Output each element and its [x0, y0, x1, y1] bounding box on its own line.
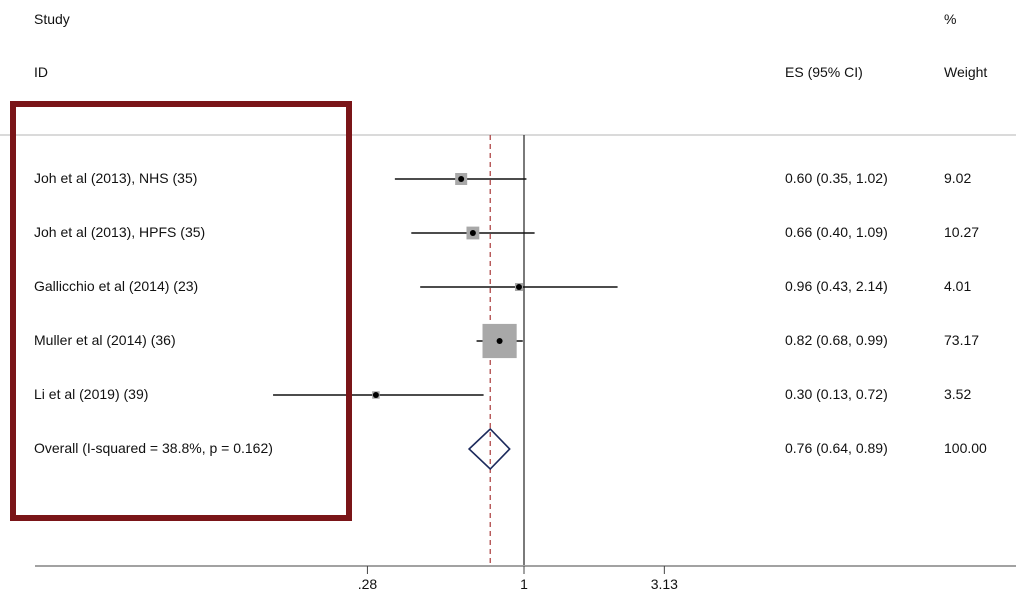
x-tick-label: 3.13 [651, 576, 678, 592]
study-weight: 10.27 [944, 224, 980, 240]
header-percent: % [944, 11, 957, 27]
effect-size-ci: 0.96 (0.43, 2.14) [785, 278, 888, 294]
header-weight: Weight [944, 64, 988, 80]
study-weight: 9.02 [944, 170, 972, 186]
effect-size-ci: 0.60 (0.35, 1.02) [785, 170, 888, 186]
overall-effect-size-ci: 0.76 (0.64, 0.89) [785, 440, 888, 456]
header-id: ID [34, 64, 48, 80]
effect-size-ci: 0.30 (0.13, 0.72) [785, 386, 888, 402]
header-study: Study [34, 11, 70, 27]
overall-weight: 100.00 [944, 440, 987, 456]
study-weight: 73.17 [944, 332, 980, 348]
overall-diamond [467, 427, 511, 471]
highlight-box [10, 101, 352, 521]
effect-size-ci: 0.66 (0.40, 1.09) [785, 224, 888, 240]
point-estimate [372, 392, 379, 398]
header-es-ci: ES (95% CI) [785, 64, 863, 80]
study-weight: 3.52 [944, 386, 972, 402]
study-label: Joh et al (2013), HPFS (35) [34, 224, 206, 240]
study-label: Gallicchio et al (2014) (23) [34, 278, 199, 294]
effect-size-ci: 0.82 (0.68, 0.99) [785, 332, 888, 348]
point-estimate [458, 176, 465, 182]
point-estimate [515, 284, 522, 290]
study-label: Muller et al (2014) (36) [34, 332, 176, 348]
overall-label: Overall (I-squared = 38.8%, p = 0.162) [34, 440, 273, 456]
x-tick-label: 1 [520, 576, 528, 592]
study-label: Li et al (2019) (39) [34, 386, 149, 402]
study-label: Joh et al (2013), NHS (35) [34, 170, 198, 186]
x-tick-label: .28 [358, 576, 378, 592]
point-estimate [469, 230, 476, 236]
point-estimate [496, 338, 503, 344]
study-weight: 4.01 [944, 278, 972, 294]
